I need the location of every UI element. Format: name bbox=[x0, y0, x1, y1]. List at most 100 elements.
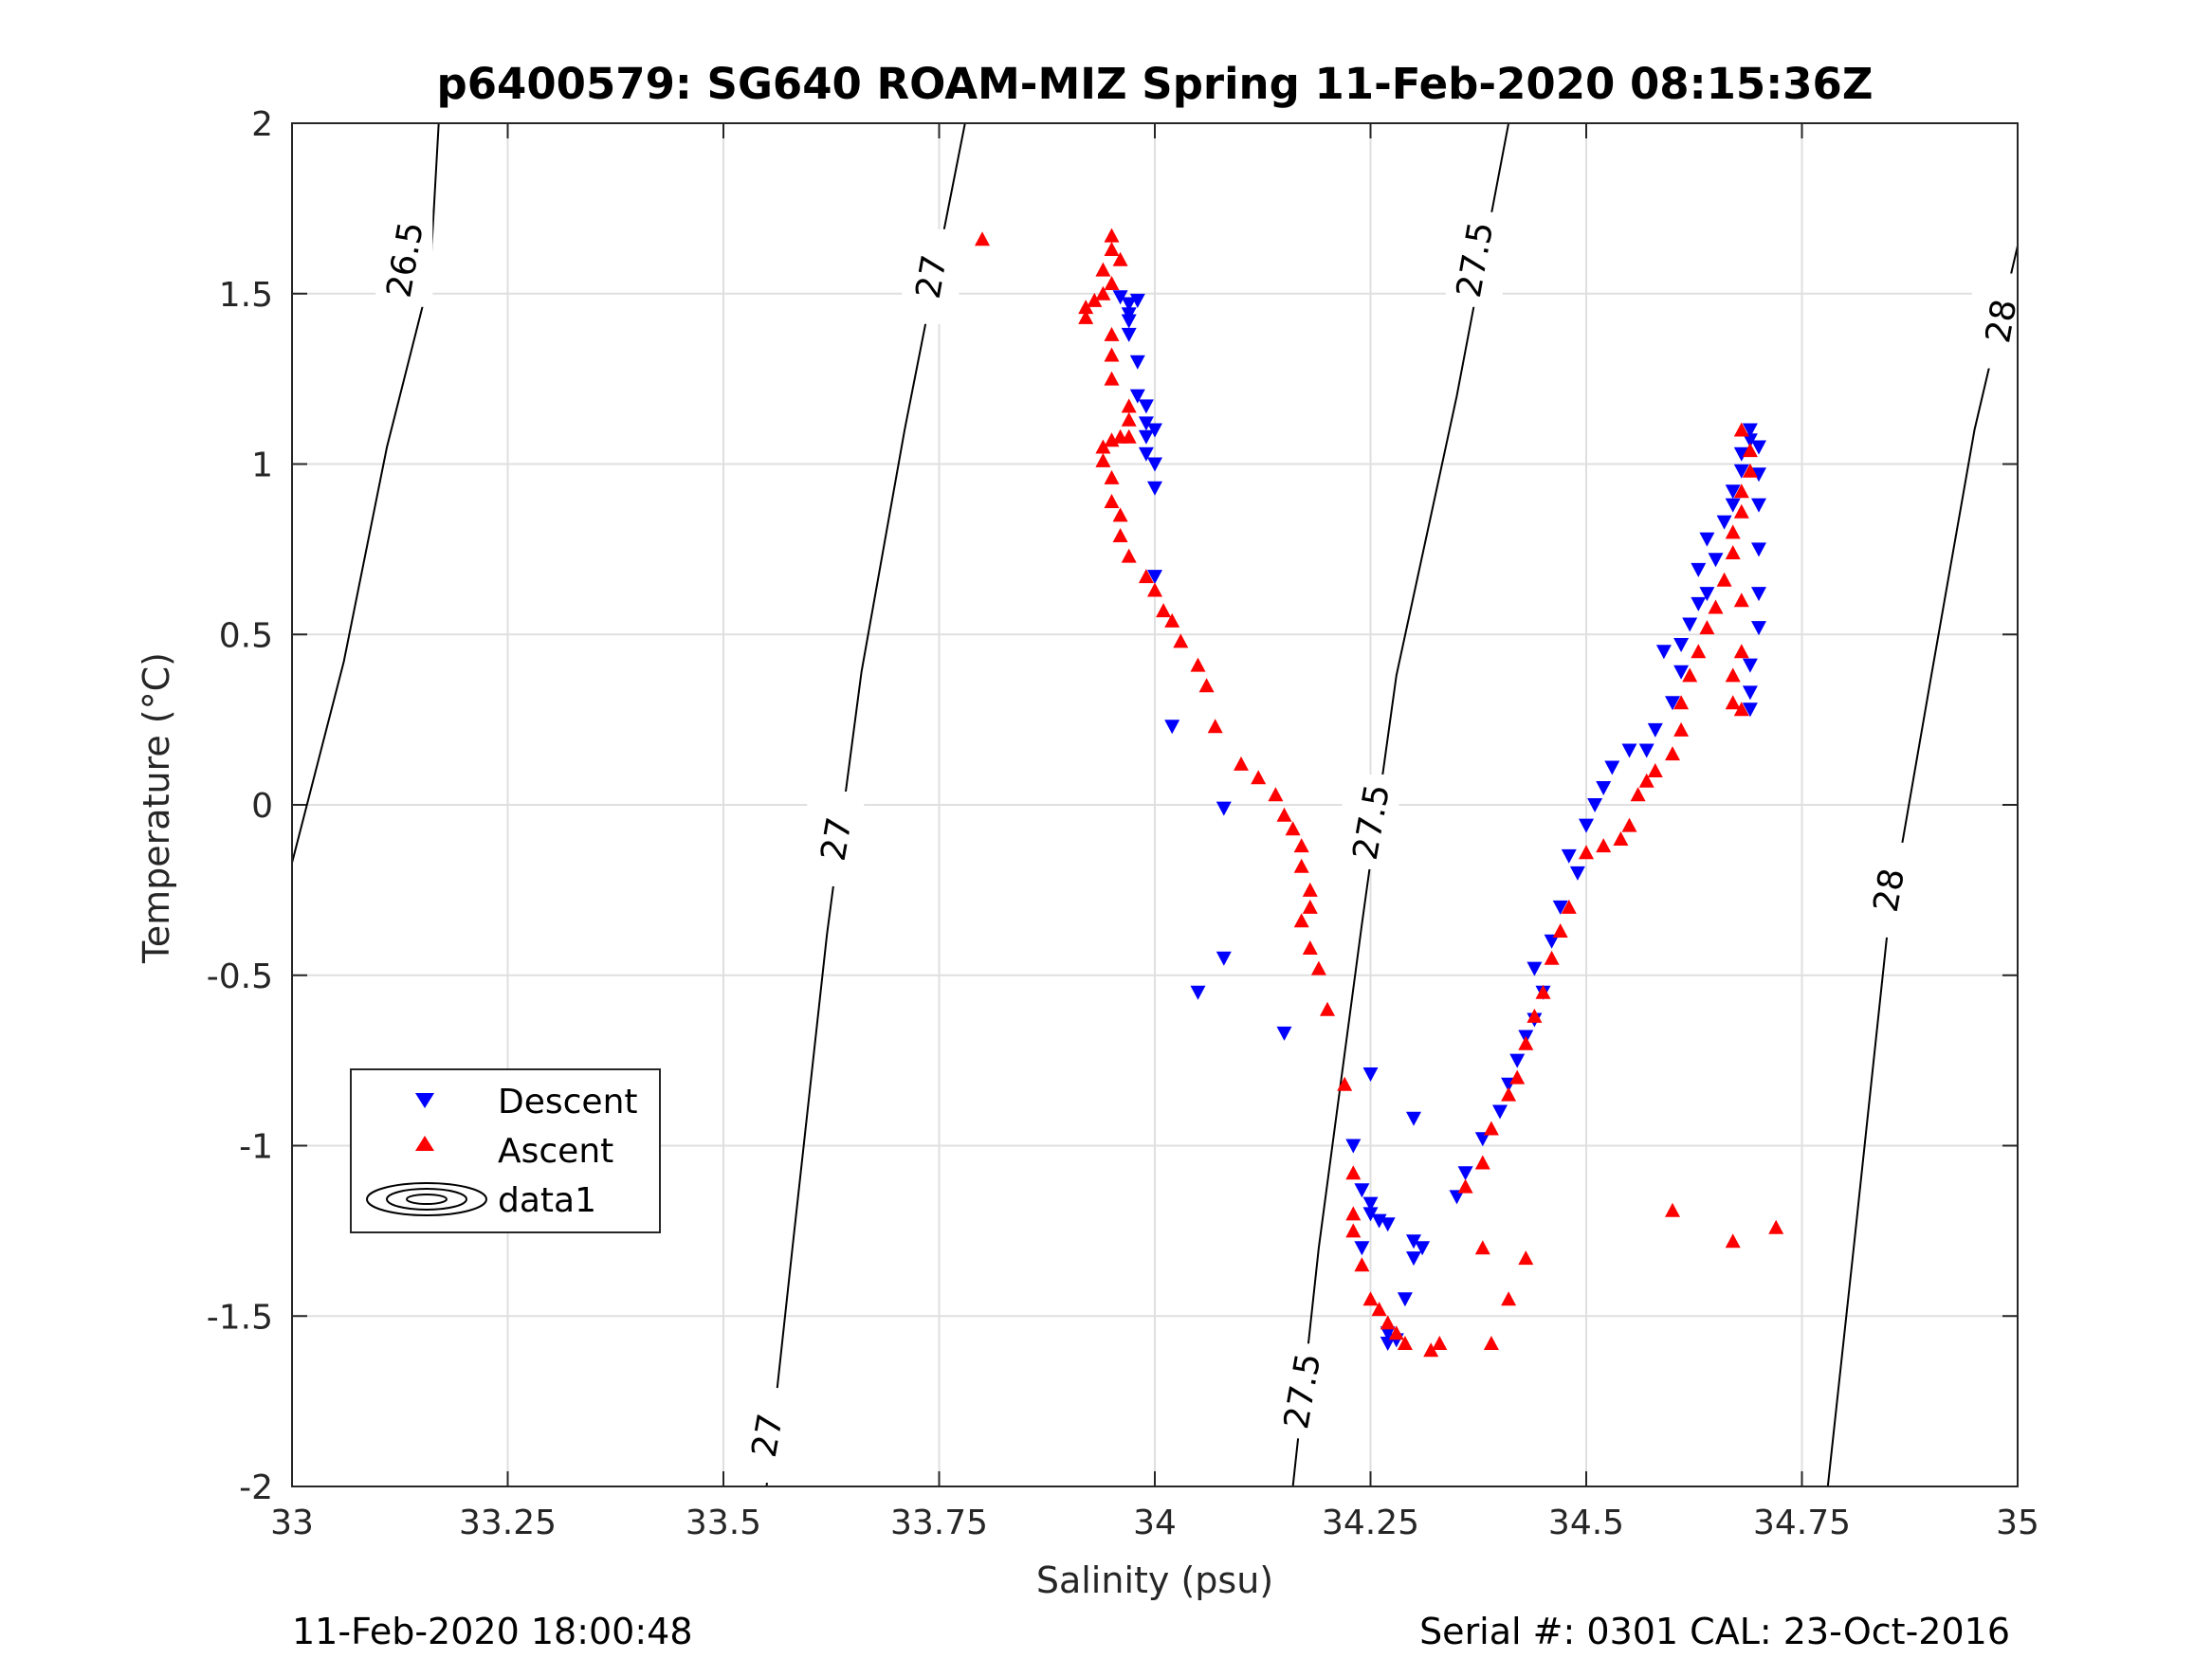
descent-point bbox=[1673, 638, 1690, 652]
ascent-point bbox=[1078, 309, 1094, 324]
contour-label-mask bbox=[902, 228, 960, 324]
descent-point bbox=[1276, 1026, 1292, 1041]
descent-point bbox=[1164, 720, 1180, 735]
ascent-point bbox=[1104, 347, 1120, 362]
ascent-point bbox=[1371, 1302, 1387, 1317]
descent-point bbox=[1406, 1234, 1421, 1249]
ascent-point bbox=[1234, 756, 1249, 771]
ascent-point bbox=[1345, 1165, 1362, 1180]
x-tick-label: 33.25 bbox=[459, 1504, 557, 1542]
ascent-point bbox=[1483, 1121, 1499, 1136]
ascent-point bbox=[1733, 644, 1749, 659]
ascent-point bbox=[1725, 1233, 1741, 1249]
ascent-point bbox=[1121, 398, 1137, 413]
ascent-point bbox=[1432, 1336, 1448, 1350]
ascent-point bbox=[1380, 1315, 1396, 1330]
descent-point bbox=[1190, 985, 1206, 1000]
ascent-point bbox=[1121, 548, 1137, 563]
ascent-point bbox=[1095, 262, 1111, 277]
ascent-point bbox=[1725, 667, 1741, 683]
ascent-point bbox=[1742, 463, 1758, 478]
ascent-point bbox=[1613, 831, 1629, 846]
ascent-point bbox=[1121, 411, 1137, 427]
descent-point bbox=[1699, 532, 1715, 547]
descent-point bbox=[1751, 498, 1766, 513]
ascent-point bbox=[1095, 452, 1111, 467]
ascent-point bbox=[1112, 528, 1128, 542]
ascent-point bbox=[1112, 428, 1128, 444]
descent-point bbox=[1742, 423, 1758, 438]
ascent-point bbox=[1397, 1336, 1413, 1350]
y-tick-label: 0 bbox=[251, 787, 273, 826]
legend-descent-marker bbox=[415, 1093, 434, 1108]
ascent-point bbox=[1078, 300, 1094, 315]
ascent-point bbox=[1147, 582, 1162, 597]
ascent-point bbox=[1302, 882, 1318, 897]
ascent-point bbox=[1733, 702, 1749, 717]
ascent-point bbox=[1095, 439, 1111, 454]
descent-point bbox=[1691, 562, 1707, 577]
ascent-point bbox=[1742, 443, 1758, 458]
y-tick-label: 1 bbox=[251, 447, 273, 485]
x-tick-label: 35 bbox=[1996, 1504, 2039, 1542]
ascent-point bbox=[1320, 1001, 1335, 1016]
plot-area: 33 33.25 33.5 33.75 34 34.25 34.5 34.75 35 2 1.5 1 0… bbox=[207, 105, 2039, 1542]
descent-point bbox=[1362, 1207, 1379, 1222]
legend-contour-label: data1 bbox=[498, 1181, 596, 1220]
ascent-point bbox=[1733, 592, 1749, 608]
descent-point bbox=[1561, 848, 1577, 864]
descent-point bbox=[1526, 961, 1543, 976]
descent-point bbox=[1457, 1166, 1473, 1181]
descent-point bbox=[1138, 447, 1154, 462]
ascent-point bbox=[1673, 695, 1690, 710]
ascent-point bbox=[1544, 950, 1560, 965]
y-tick-label: 2 bbox=[251, 105, 273, 144]
ascent-point bbox=[1138, 569, 1154, 584]
descent-point bbox=[1147, 570, 1162, 585]
descent-point bbox=[1129, 293, 1145, 308]
descent-point bbox=[1354, 1241, 1370, 1256]
descent-point bbox=[1380, 1217, 1396, 1232]
ascent-point bbox=[1725, 524, 1741, 539]
descent-point bbox=[1751, 467, 1766, 483]
x-axis-label: Salinity (psu) bbox=[1036, 1559, 1273, 1601]
ascent-point bbox=[1716, 572, 1732, 587]
chart-title: p6400579: SG640 ROAM-MIZ Spring 11-Feb-2… bbox=[437, 59, 1874, 109]
ascent-point bbox=[1621, 817, 1637, 832]
x-tick-label: 34.75 bbox=[1753, 1504, 1851, 1542]
ascent-point bbox=[1474, 1240, 1490, 1255]
descent-point bbox=[1121, 327, 1137, 342]
ascent-point bbox=[1708, 599, 1724, 614]
ascent-point bbox=[1268, 787, 1284, 802]
descent-point bbox=[1751, 440, 1766, 455]
ascent-point bbox=[975, 231, 990, 246]
ascent-point bbox=[1156, 603, 1172, 618]
y-tick-label: 1.5 bbox=[219, 276, 273, 315]
ascent-point bbox=[1302, 899, 1318, 914]
y-tick-label: -2 bbox=[239, 1468, 273, 1507]
ascent-point bbox=[1345, 1223, 1362, 1238]
ascent-point bbox=[1293, 858, 1309, 873]
ascent-point bbox=[1733, 503, 1749, 519]
ascent-point bbox=[1112, 507, 1128, 522]
y-tick-label: -1.5 bbox=[207, 1298, 273, 1337]
ascent-point bbox=[1164, 612, 1180, 628]
descent-point bbox=[1415, 1241, 1431, 1256]
ascent-point bbox=[1526, 1008, 1543, 1023]
ascent-point bbox=[1112, 251, 1128, 266]
ascent-point bbox=[1691, 644, 1707, 659]
descent-point bbox=[1362, 1196, 1379, 1212]
legend-box bbox=[350, 1068, 661, 1233]
ascent-point bbox=[1665, 746, 1680, 761]
footer-timestamp: 11-Feb-2020 18:00:48 bbox=[292, 1611, 693, 1652]
descent-point bbox=[1708, 553, 1724, 568]
ascent-point bbox=[1638, 773, 1654, 788]
ascent-point bbox=[1104, 469, 1120, 484]
ascent-point bbox=[1345, 1206, 1362, 1221]
descent-point bbox=[1604, 760, 1620, 775]
descent-point bbox=[1725, 484, 1741, 500]
contour-label: 27 bbox=[814, 814, 860, 864]
ascent-point bbox=[1579, 845, 1594, 860]
y-tick-label: -1 bbox=[239, 1128, 273, 1167]
